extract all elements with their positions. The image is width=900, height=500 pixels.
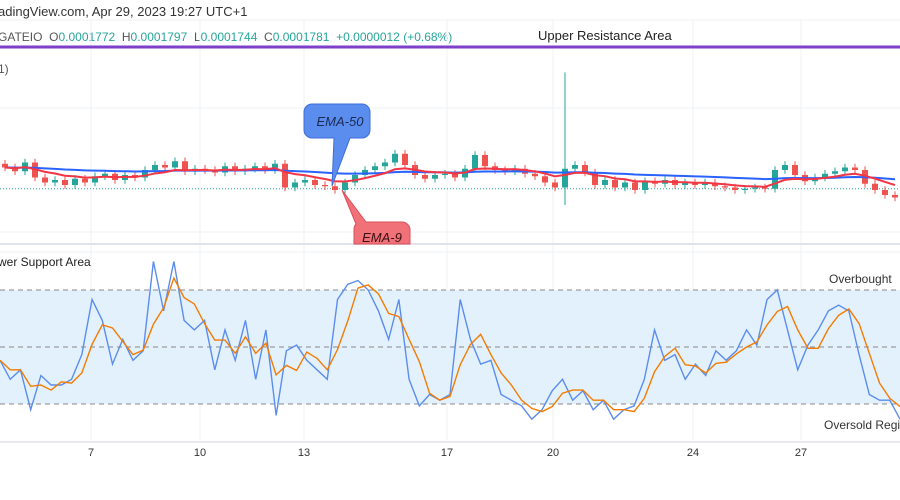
candle-up — [92, 176, 98, 183]
candle-down — [732, 187, 738, 190]
candle-up — [702, 182, 708, 185]
candle-up — [432, 175, 438, 179]
candle-up — [572, 165, 578, 169]
ema-9-callout — [341, 189, 411, 245]
indicator-fragment: 1) — [0, 62, 9, 76]
candle-up — [782, 165, 788, 170]
candle-up — [622, 182, 628, 188]
candle-up — [302, 180, 308, 183]
candle-up — [292, 182, 298, 188]
candle-down — [592, 172, 598, 185]
ema-50-callout — [303, 103, 371, 187]
candle-down — [162, 165, 168, 168]
low-value: 0.0001744 — [200, 30, 258, 44]
candle-up — [442, 173, 448, 175]
candle-up — [352, 175, 358, 183]
open-value: 0.0001772 — [58, 30, 116, 44]
candle-up — [172, 161, 178, 168]
candle-up — [372, 166, 378, 170]
candle-up — [52, 180, 58, 183]
candle-up — [742, 188, 748, 190]
candle-down — [722, 186, 728, 188]
candle-down — [82, 178, 88, 183]
candle-down — [422, 175, 428, 179]
candle-down — [632, 182, 638, 190]
candle-up — [472, 155, 478, 169]
candle-up — [342, 182, 348, 190]
candle-down — [582, 165, 588, 173]
candle-up — [602, 180, 608, 185]
change-value: +0.0000012 (+0.68%) — [336, 30, 453, 44]
candle-up — [252, 166, 258, 169]
candle-up — [562, 168, 568, 188]
candle-up — [152, 165, 158, 170]
exchange: GATEIO — [0, 30, 43, 44]
candle-up — [842, 167, 848, 172]
x-tick-label: 27 — [794, 447, 808, 459]
candle-down — [42, 177, 48, 183]
overbought-label: Overbought — [829, 272, 892, 286]
candle-down — [892, 195, 898, 198]
candle-down — [332, 186, 338, 190]
candle-up — [142, 170, 148, 178]
candle-down — [62, 180, 68, 185]
candle-down — [2, 163, 8, 168]
ema-50-callout-label: EMA-50 — [317, 114, 365, 129]
candle-down — [532, 173, 538, 177]
candle-up — [382, 162, 388, 167]
x-tick-label: 10 — [193, 447, 207, 459]
candle-down — [12, 167, 18, 172]
candle-up — [272, 163, 278, 170]
x-tick-label: 17 — [440, 447, 454, 459]
oversold-label: Oversold Regi — [824, 418, 900, 432]
candle-down — [482, 155, 488, 167]
x-tick-label: 13 — [297, 447, 311, 459]
candle-down — [792, 165, 798, 175]
candle-up — [392, 153, 398, 163]
lower-support-label: wer Support Area — [0, 255, 91, 269]
upper-resistance-label: Upper Resistance Area — [538, 28, 672, 43]
candle-down — [612, 180, 618, 188]
candle-up — [102, 173, 108, 177]
candle-down — [872, 183, 878, 190]
x-tick-label: 20 — [546, 447, 560, 459]
candle-down — [762, 187, 768, 189]
candle-down — [402, 153, 408, 165]
candle-down — [322, 185, 328, 187]
candle-down — [232, 166, 238, 172]
candle-down — [182, 161, 188, 172]
x-tick-label: 24 — [686, 447, 700, 459]
candle-up — [822, 173, 828, 178]
candle-down — [542, 176, 548, 183]
close-label: C — [264, 30, 273, 44]
x-tick-label: 7 — [87, 447, 95, 459]
candle-up — [682, 182, 688, 185]
candle-up — [752, 187, 758, 189]
low-label: L — [193, 30, 201, 44]
high-value: 0.0001797 — [130, 30, 188, 44]
candle-up — [642, 181, 648, 190]
candle-up — [832, 171, 838, 174]
ohlc-legend: GATEIO O0.0001772 H0.0001797 L0.0001744 … — [0, 30, 452, 44]
close-value: 0.0001781 — [272, 30, 330, 44]
candle-down — [312, 180, 318, 185]
ema-9-line — [4, 166, 896, 188]
candle-down — [262, 166, 268, 170]
candle-up — [362, 170, 368, 175]
high-label: H — [121, 30, 131, 44]
candle-down — [282, 163, 288, 188]
chart-header: adingView.com, Apr 29, 2023 19:27 UTC+1 — [0, 4, 248, 19]
stochastic-d-line — [0, 276, 900, 413]
ema-9-callout-label: EMA-9 — [362, 230, 402, 245]
candle-up — [72, 178, 78, 185]
candle-down — [552, 182, 558, 188]
candle-down — [882, 190, 888, 195]
open-label: O — [49, 30, 59, 44]
candle-down — [452, 173, 458, 178]
candle-down — [852, 167, 858, 170]
